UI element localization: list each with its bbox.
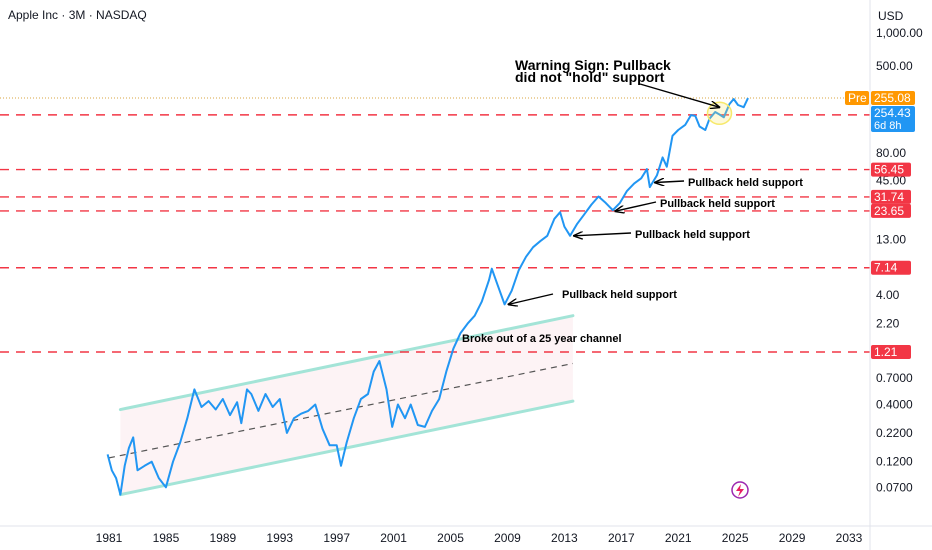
pre-tag-bg bbox=[845, 91, 869, 105]
price-tick-label: 0.2200 bbox=[876, 426, 913, 440]
price-tick-label: 0.1200 bbox=[876, 455, 913, 469]
chart-title: Apple Inc · 3M · NASDAQ bbox=[8, 8, 147, 22]
countdown-text: 6d 8h bbox=[874, 120, 902, 132]
annotation-arrow bbox=[655, 181, 685, 183]
annotation-arrow bbox=[639, 83, 719, 107]
price-tick-label: 2.20 bbox=[876, 317, 900, 331]
annotation-arrow bbox=[615, 201, 657, 211]
aapl-price-line[interactable] bbox=[106, 97, 749, 496]
badge-text: 1.21 bbox=[874, 345, 898, 359]
badge-text: 31.74 bbox=[874, 190, 904, 204]
year-tick-label: 1993 bbox=[266, 531, 293, 545]
channel-fill bbox=[120, 315, 573, 495]
support-level-badge: 31.74 bbox=[871, 189, 911, 204]
currency-label: USD bbox=[878, 9, 904, 23]
badge-bg bbox=[871, 203, 911, 218]
lightning-bolt-icon bbox=[736, 484, 744, 497]
price-tick-label: 4.00 bbox=[876, 288, 900, 302]
last-price-badge bbox=[871, 106, 915, 132]
annotation-label: Pullback held support bbox=[660, 198, 775, 210]
year-tick-label: 2009 bbox=[494, 531, 521, 545]
annotation-label: Pullback held support bbox=[562, 289, 677, 301]
year-tick-label: 2001 bbox=[380, 531, 407, 545]
year-tick-label: 1981 bbox=[96, 531, 123, 545]
annotation-label: Warning Sign: Pullback bbox=[515, 57, 671, 73]
year-tick-label: 2021 bbox=[665, 531, 692, 545]
badge-bg bbox=[871, 345, 911, 359]
year-tick-label: 2025 bbox=[722, 531, 749, 545]
year-tick-label: 2033 bbox=[836, 531, 863, 545]
pre-price-text: 255.08 bbox=[874, 91, 911, 105]
channel-middle-line bbox=[108, 362, 574, 459]
last-price-text: 254.43 bbox=[874, 106, 911, 120]
annotation-label: Pullback held support bbox=[635, 229, 750, 241]
price-tick-label: 80.00 bbox=[876, 146, 906, 160]
price-tick-label: 1,000.00 bbox=[876, 26, 923, 40]
lightning-logo-icon bbox=[731, 481, 749, 499]
year-tick-label: 2029 bbox=[779, 531, 806, 545]
badge-bg bbox=[871, 189, 911, 204]
price-tick-label: 45.00 bbox=[876, 173, 906, 187]
support-level-badge: 56.45 bbox=[871, 162, 911, 177]
annotation-arrow bbox=[574, 233, 632, 236]
price-tick-label: 0.7000 bbox=[876, 371, 913, 385]
year-tick-label: 2013 bbox=[551, 531, 578, 545]
annotation-label: did not "hold" support bbox=[515, 69, 665, 85]
price-tick-label: 0.4000 bbox=[876, 398, 913, 412]
support-level-badge: 23.65 bbox=[871, 203, 911, 218]
year-tick-label: 2005 bbox=[437, 531, 464, 545]
pre-tag-label: Pre bbox=[848, 91, 867, 105]
price-tick-label: 500.00 bbox=[876, 59, 913, 73]
badge-bg bbox=[871, 260, 911, 275]
year-tick-label: 1997 bbox=[323, 531, 350, 545]
year-tick-label: 1989 bbox=[209, 531, 236, 545]
badge-bg bbox=[871, 162, 911, 177]
support-level-badge: 7.14 bbox=[871, 260, 911, 275]
channel-lower-line bbox=[118, 399, 575, 497]
year-tick-label: 2017 bbox=[608, 531, 635, 545]
support-level-badge: 1.21 bbox=[871, 345, 911, 359]
badge-text: 56.45 bbox=[874, 163, 904, 177]
price-tick-label: 13.00 bbox=[876, 232, 906, 246]
pre-price-badge bbox=[871, 91, 915, 105]
badge-text: 7.14 bbox=[874, 261, 898, 275]
annotation-label: Pullback held support bbox=[688, 177, 803, 189]
price-tick-label: 0.0700 bbox=[876, 480, 913, 494]
annotation-arrow bbox=[509, 293, 554, 304]
badge-text: 23.65 bbox=[874, 204, 904, 218]
annotation-label: Broke out of a 25 year channel bbox=[462, 333, 622, 345]
year-tick-label: 1985 bbox=[153, 531, 180, 545]
